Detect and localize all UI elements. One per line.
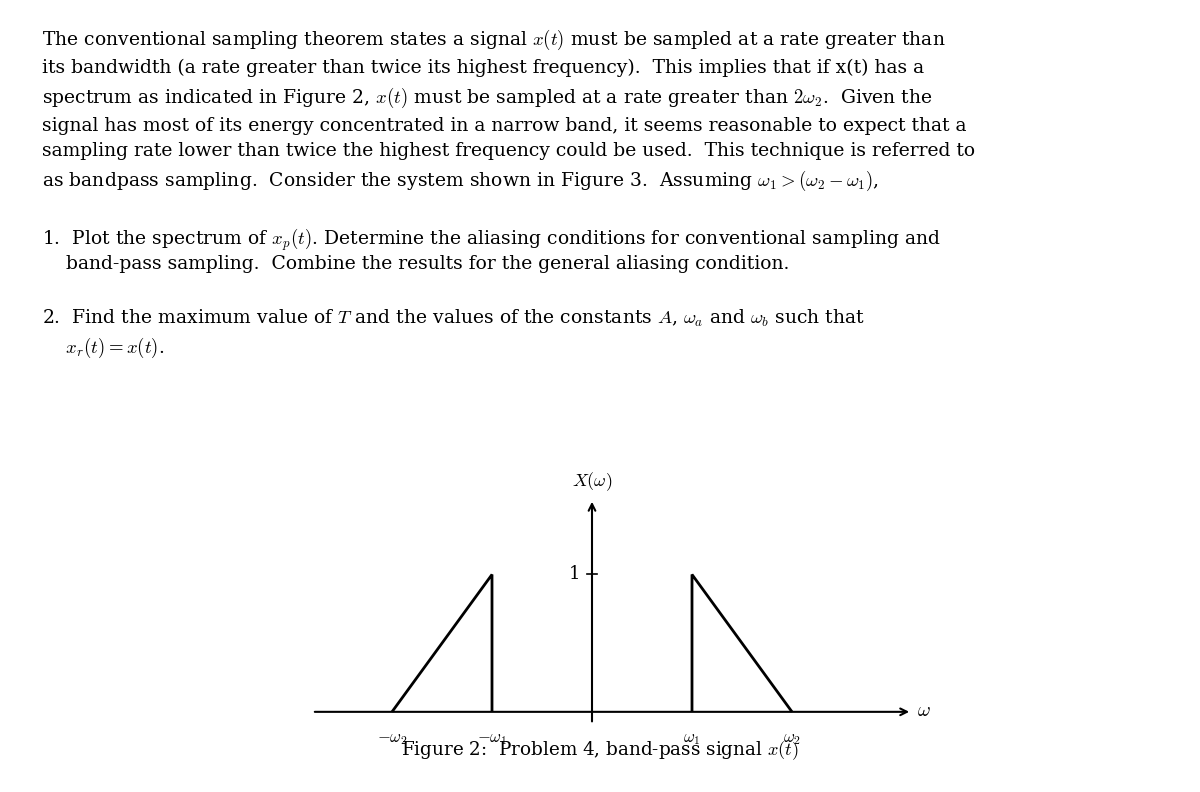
Text: $\omega_2$: $\omega_2$ <box>784 731 800 747</box>
Text: 1.  Plot the spectrum of $x_p(t)$. Determine the aliasing conditions for convent: 1. Plot the spectrum of $x_p(t)$. Determ… <box>42 227 941 253</box>
Text: 1: 1 <box>569 565 580 584</box>
Text: $x_r(t) = x(t)$.: $x_r(t) = x(t)$. <box>42 337 164 360</box>
Text: $X(\omega)$: $X(\omega)$ <box>571 470 612 493</box>
Text: $\omega_1$: $\omega_1$ <box>684 731 701 747</box>
Text: $-\omega_1$: $-\omega_1$ <box>476 731 508 747</box>
Text: The conventional sampling theorem states a signal $x(t)$ must be sampled at a ra: The conventional sampling theorem states… <box>42 28 976 192</box>
Text: band-pass sampling.  Combine the results for the general aliasing condition.: band-pass sampling. Combine the results … <box>42 255 790 272</box>
Text: 2.  Find the maximum value of $T$ and the values of the constants $A$, $\omega_a: 2. Find the maximum value of $T$ and the… <box>42 308 865 329</box>
Text: $\omega$: $\omega$ <box>917 703 931 721</box>
Text: Figure 2:  Problem 4, band-pass signal $x(t)$: Figure 2: Problem 4, band-pass signal $x… <box>401 739 799 762</box>
Text: $-\omega_2$: $-\omega_2$ <box>377 731 407 747</box>
